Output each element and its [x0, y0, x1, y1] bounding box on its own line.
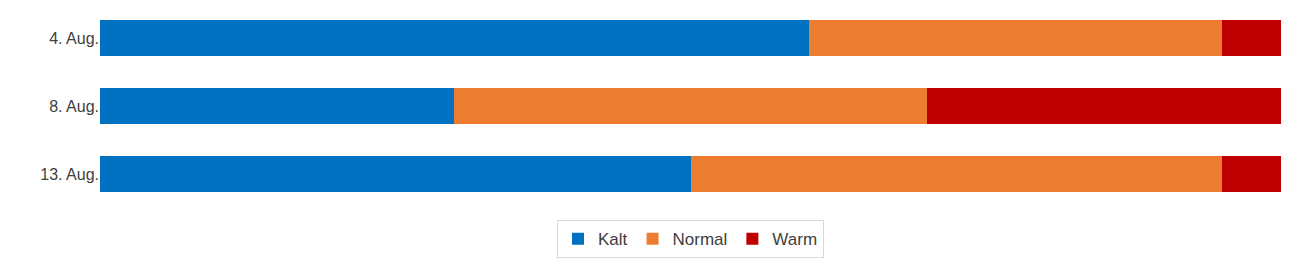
svg-text:4. Aug.: 4. Aug.: [49, 30, 99, 47]
svg-text:Normal: Normal: [673, 230, 728, 249]
svg-text:Kalt: Kalt: [598, 230, 628, 249]
svg-text:8. Aug.: 8. Aug.: [49, 98, 99, 115]
svg-text:Warm: Warm: [772, 230, 817, 249]
svg-text:13. Aug.: 13. Aug.: [40, 166, 99, 183]
